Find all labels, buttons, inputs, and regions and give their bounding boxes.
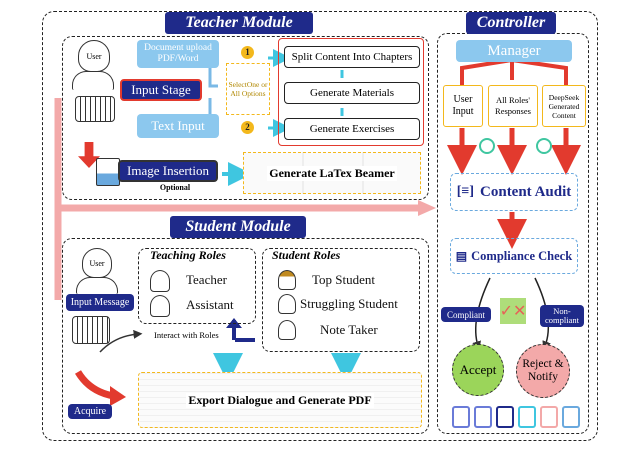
top-student-label: Top Student <box>312 272 376 287</box>
assistant-role-label: Assistant <box>186 297 234 312</box>
check-cross-icon: ✓✕ <box>500 298 526 324</box>
teacher-module-title: Teacher Module <box>165 12 313 34</box>
generate-beamer-box[interactable]: Generate LaTex Beamer <box>243 152 421 194</box>
user-icon: User <box>82 248 112 278</box>
interact-label: Interact with Roles <box>154 330 219 340</box>
sliders-icon <box>452 406 470 428</box>
settings-icon-row <box>452 406 580 428</box>
student-roles-panel <box>262 248 420 352</box>
sliders-icon <box>562 406 580 428</box>
content-audit-box[interactable]: [≡] Content Audit <box>450 173 578 211</box>
keyboard-icon <box>72 316 110 344</box>
input-stage-button[interactable]: Input Stage <box>120 79 202 101</box>
generate-materials-box[interactable]: Generate Materials <box>284 82 420 104</box>
compliant-label: Compliant <box>441 307 491 322</box>
select-option-note: SelectOne or All Options <box>226 63 270 115</box>
teacher-avatar-icon <box>150 270 170 292</box>
sliders-icon <box>474 406 492 428</box>
manager-box[interactable]: Manager <box>456 40 572 62</box>
student-module-title: Student Module <box>170 216 306 238</box>
compliance-check-box[interactable]: ▤ Compliance Check <box>450 238 578 274</box>
struggling-student-icon <box>278 294 296 314</box>
top-student-icon <box>278 270 296 290</box>
user-icon: User <box>78 40 110 72</box>
outer-frame <box>42 11 598 441</box>
teaching-roles-panel <box>138 248 256 324</box>
reject-node[interactable]: Reject & Notify <box>516 344 570 398</box>
document-upload-box[interactable]: Document upload PDF/Word <box>137 40 219 68</box>
user-input-box: User Input <box>443 85 483 127</box>
sliders-icon <box>518 406 536 428</box>
text-input-box[interactable]: Text Input <box>137 114 219 138</box>
student-module-panel <box>62 238 429 434</box>
step-badge-1: 1 <box>241 46 254 59</box>
image-icon <box>96 158 120 186</box>
assistant-avatar-icon <box>150 295 170 317</box>
non-compliant-label: Non-compliant <box>540 305 584 327</box>
scan-icon: [≡] <box>456 184 475 199</box>
generation-steps-frame <box>278 38 424 146</box>
generate-exercises-box[interactable]: Generate Exercises <box>284 118 420 140</box>
student-roles-title: Student Roles <box>272 248 341 262</box>
sliders-icon <box>540 406 558 428</box>
acquire-button[interactable]: Acquire <box>68 404 112 419</box>
teacher-role-label: Teacher <box>186 272 227 287</box>
accept-node[interactable]: Accept <box>452 344 504 396</box>
step-badge-2: 2 <box>241 121 254 134</box>
magnifier-icon <box>536 138 552 154</box>
user-body-icon <box>72 71 114 90</box>
split-chapters-box[interactable]: Split Content Into Chapters <box>284 46 420 68</box>
all-roles-box: All Roles' Responses <box>488 85 538 127</box>
keyboard-icon <box>75 96 115 122</box>
image-insertion-button[interactable]: Image Insertion <box>118 160 218 182</box>
note-taker-icon <box>278 320 296 340</box>
user-body-icon <box>76 277 118 294</box>
teaching-roles-title: Teaching Roles <box>150 248 226 262</box>
teacher-module-panel <box>62 36 429 200</box>
controller-title: Controller <box>466 12 556 34</box>
sliders-icon <box>496 406 514 428</box>
optional-label: Optional <box>159 183 191 192</box>
export-pdf-box[interactable]: Export Dialogue and Generate PDF <box>138 372 422 428</box>
input-message-button[interactable]: Input Message <box>66 294 134 311</box>
note-taker-label: Note Taker <box>320 322 378 337</box>
magnifier-icon <box>479 138 495 154</box>
struggling-student-label: Struggling Student <box>300 296 398 311</box>
deepseek-box: DeepSeek Generated Content <box>542 85 586 127</box>
clipboard-icon: ▤ <box>455 248 468 263</box>
